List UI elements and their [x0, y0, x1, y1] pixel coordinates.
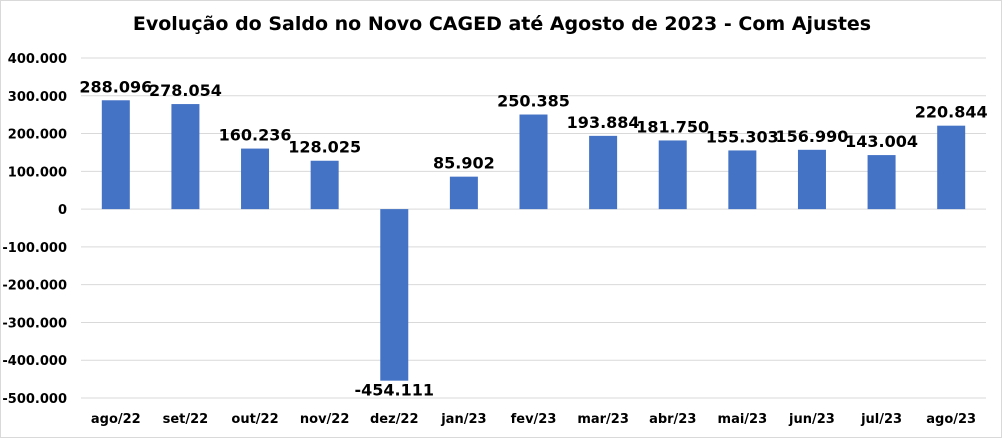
data-label: 143.004 [845, 132, 918, 151]
x-tick-label: abr/23 [649, 412, 696, 427]
data-label: -454.111 [355, 381, 435, 400]
bar-mai-23 [728, 150, 757, 210]
data-label: 288.096 [79, 77, 152, 96]
x-tick-label: set/22 [163, 412, 209, 427]
bar-out-22 [241, 148, 270, 210]
data-label: 250.385 [497, 92, 570, 111]
y-tick-label: -100.000 [2, 241, 67, 256]
x-tick-label: fev/23 [511, 412, 557, 427]
bar-ago-23 [937, 125, 966, 210]
y-tick-label: 300.000 [8, 90, 67, 105]
data-label: 220.844 [915, 103, 988, 122]
bar-mar-23 [589, 135, 618, 210]
bar-set-22 [171, 104, 200, 210]
bar-dez-22 [380, 209, 409, 381]
bar-jul-23 [867, 155, 896, 210]
y-tick-label: 0 [58, 203, 67, 218]
data-label: 278.054 [149, 81, 222, 100]
data-label: 85.902 [433, 154, 495, 173]
x-tick-label: out/22 [231, 412, 278, 427]
chart-title: Evolução do Saldo no Novo CAGED até Agos… [132, 13, 872, 35]
y-tick-label: 100.000 [8, 165, 67, 180]
y-tick-label: 200.000 [8, 128, 67, 143]
data-label: 128.025 [288, 138, 361, 157]
data-label: 160.236 [219, 126, 292, 145]
y-tick-label: 400.000 [8, 52, 67, 67]
x-tick-label: jul/23 [860, 412, 902, 427]
x-tick-label: jan/23 [440, 412, 486, 427]
bar-ago-22 [101, 100, 130, 210]
data-label: 155.303 [706, 127, 779, 146]
data-label: 193.884 [567, 113, 640, 132]
x-tick-label: mai/23 [718, 412, 768, 427]
bar-abr-23 [658, 140, 687, 210]
y-tick-label: -200.000 [2, 279, 67, 294]
bar-fev-23 [519, 114, 548, 210]
bar-jun-23 [797, 149, 826, 210]
data-label: 181.750 [636, 117, 709, 136]
x-tick-label: mar/23 [577, 412, 629, 427]
y-tick-label: -400.000 [2, 354, 67, 369]
bar-jan-23 [449, 176, 478, 210]
y-tick-label: -300.000 [2, 316, 67, 331]
data-label: 156.990 [776, 127, 849, 146]
x-tick-label: ago/22 [91, 412, 141, 427]
x-tick-label: nov/22 [300, 412, 350, 427]
x-tick-label: dez/22 [370, 412, 419, 427]
x-tick-label: ago/23 [926, 412, 976, 427]
x-tick-label: jun/23 [788, 412, 835, 427]
y-tick-label: -500.000 [2, 392, 67, 407]
bar-nov-22 [310, 160, 339, 210]
